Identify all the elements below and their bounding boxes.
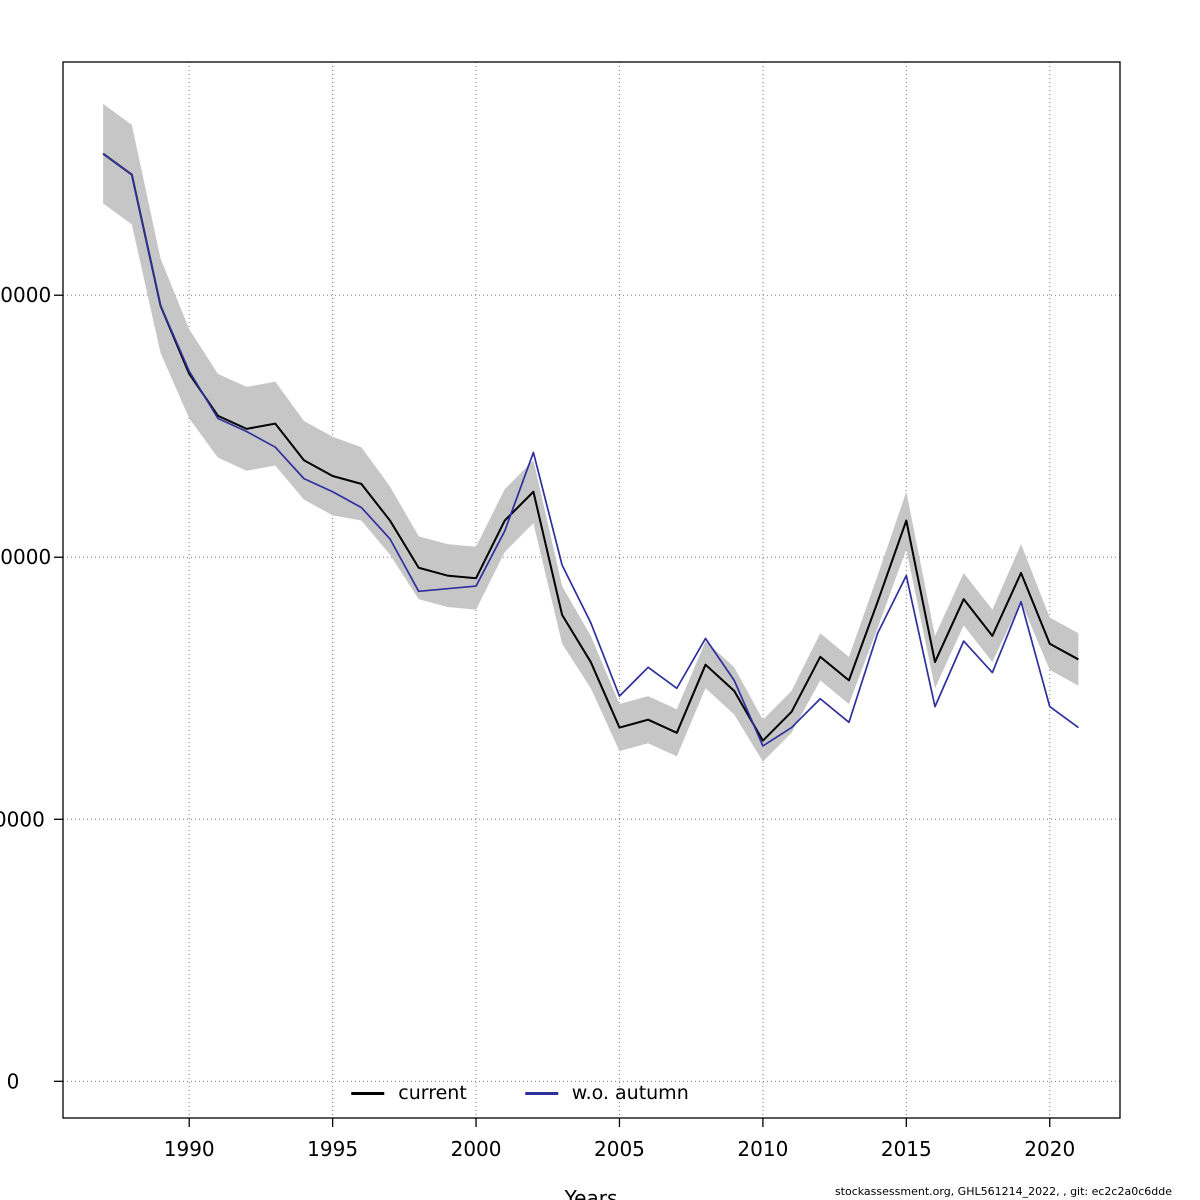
- y-tick-label: 0: [7, 1069, 20, 1093]
- y-tick-label: 50000: [0, 807, 45, 831]
- x-tick-label: 2010: [737, 1137, 788, 1161]
- x-tick-label: 2000: [451, 1137, 502, 1161]
- x-tick-label: 2005: [594, 1137, 645, 1161]
- y-tick-label: 100000: [0, 545, 51, 569]
- footer-attribution: stockassessment.org, GHL561214_2022, , g…: [834, 1185, 1172, 1198]
- legend-label-current: current: [398, 1082, 467, 1104]
- x-tick-label: 2015: [881, 1137, 932, 1161]
- x-tick-label: 1990: [164, 1137, 215, 1161]
- x-tick-label: 1995: [307, 1137, 358, 1161]
- legend-line-wo-autumn-swatch: [524, 1091, 558, 1095]
- chart-legend: current w.o. autumn: [351, 1082, 689, 1104]
- legend-item-wo-autumn: w.o. autumn: [524, 1082, 689, 1104]
- legend-label-wo-autumn: w.o. autumn: [571, 1082, 689, 1104]
- y-tick-label: 150000: [0, 283, 51, 307]
- x-axis-title: Years: [564, 1186, 618, 1200]
- legend-item-current: current: [351, 1082, 467, 1104]
- legend-line-current-swatch: [351, 1091, 385, 1095]
- x-tick-label: 2020: [1024, 1137, 1075, 1161]
